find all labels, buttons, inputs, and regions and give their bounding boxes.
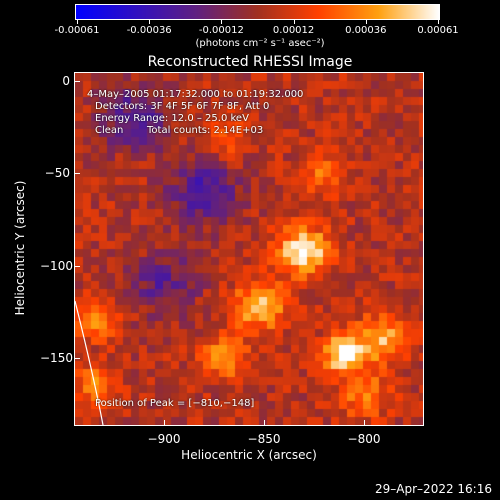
x-tick bbox=[364, 420, 365, 426]
y-tick bbox=[74, 357, 80, 359]
chart-title: Reconstructed RHESSI Image bbox=[147, 54, 353, 70]
colorbar-tick bbox=[293, 20, 295, 24]
y-axis-label: Heliocentric Y (arcsec) bbox=[13, 180, 27, 316]
colorbar-tick-label: 0.00036 bbox=[345, 25, 387, 36]
annotation-energy-range: Energy Range: 12.0 – 25.0 keV bbox=[95, 113, 249, 124]
colorbar bbox=[75, 4, 440, 20]
x-tick-label: −800 bbox=[347, 432, 381, 446]
colorbar-tick bbox=[77, 20, 78, 24]
colorbar-tick-label: -0.00061 bbox=[54, 25, 100, 36]
y-tick bbox=[74, 173, 80, 175]
colorbar-tick bbox=[438, 20, 439, 24]
annotation-total-counts: Total counts: 2.14E+03 bbox=[147, 125, 264, 136]
x-axis-label: Heliocentric X (arcsec) bbox=[181, 448, 317, 462]
annotation-time-range: 4–May–2005 01:17:32.000 to 01:19:32.000 bbox=[87, 89, 304, 100]
colorbar-tick bbox=[365, 20, 367, 24]
timestamp: 29–Apr–2022 16:16 bbox=[375, 482, 492, 496]
annotation-detectors: Detectors: 3F 4F 5F 6F 7F 8F, Att 0 bbox=[95, 101, 270, 112]
solar-limb-line bbox=[75, 300, 104, 425]
y-tick-label: −150 bbox=[40, 350, 73, 365]
colorbar-tick-label: 0.00061 bbox=[417, 25, 459, 36]
plot-area: 4–May–2005 01:17:32.000 to 01:19:32.000 … bbox=[74, 72, 424, 426]
colorbar-units: (photons cm⁻² s⁻¹ asec⁻²) bbox=[195, 38, 325, 49]
colorbar-tick-label: -0.00036 bbox=[126, 25, 172, 36]
colorbar-tick bbox=[149, 20, 151, 24]
colorbar-tick bbox=[221, 20, 223, 24]
colorbar-tick-label: 0.00012 bbox=[272, 25, 315, 36]
y-tick bbox=[74, 81, 80, 83]
peak-position-label: Position of Peak = [−810,−148] bbox=[95, 398, 255, 409]
x-tick bbox=[264, 420, 265, 426]
x-tick bbox=[164, 420, 165, 426]
y-tick bbox=[74, 265, 80, 267]
colorbar-tick-label: -0.00012 bbox=[198, 25, 244, 36]
x-tick-label: −900 bbox=[147, 432, 181, 446]
annotation-clean: Clean bbox=[95, 125, 124, 136]
x-tick-label: −850 bbox=[247, 432, 281, 446]
y-tick-label: −100 bbox=[40, 258, 73, 273]
y-tick-label: 0 bbox=[62, 74, 70, 89]
y-tick-label: −50 bbox=[44, 166, 70, 181]
heatmap-image bbox=[75, 73, 423, 425]
